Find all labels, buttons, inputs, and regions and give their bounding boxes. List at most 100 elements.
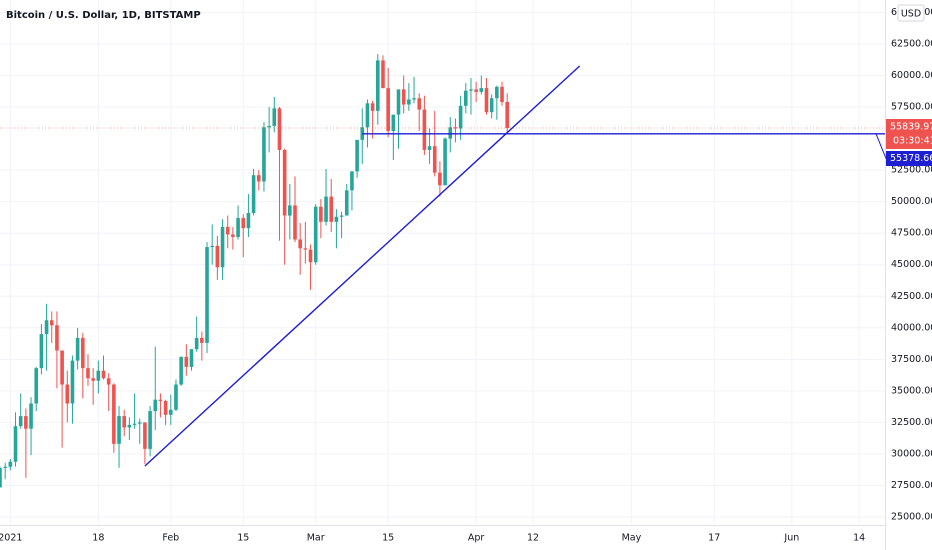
candle-body: [272, 108, 277, 126]
candle-body: [484, 88, 489, 113]
hline-price-box: [886, 150, 932, 166]
candle-body: [137, 422, 142, 424]
candle-body: [0, 467, 2, 488]
candle-body: [417, 98, 422, 110]
x-tick-label: 2021: [0, 533, 22, 544]
x-tick-label: May: [622, 533, 642, 544]
candle-body: [241, 218, 246, 229]
x-tick-label: 15: [237, 533, 249, 544]
candle-body: [117, 416, 121, 444]
y-tick-label: 47500.00: [891, 228, 932, 239]
candle-body: [448, 127, 453, 139]
y-tick-label: 50000.00: [891, 196, 932, 207]
candle-body: [205, 247, 209, 343]
y-tick-label: 40000.00: [891, 322, 932, 333]
candle-body: [101, 370, 106, 379]
candle-body: [288, 205, 292, 216]
candle-body: [391, 114, 396, 132]
candle-body: [412, 98, 416, 100]
candle-body: [407, 99, 411, 105]
plot: [0, 54, 885, 488]
candle-body: [231, 234, 235, 237]
currency-label[interactable]: USD: [901, 9, 921, 20]
candle-body: [13, 426, 18, 462]
candle-body: [350, 171, 354, 191]
candle-body: [122, 416, 127, 428]
candle-body: [96, 370, 101, 381]
candle-body: [479, 88, 484, 92]
y-tick-label: 57500.00: [891, 102, 932, 113]
x-tick-label: Feb: [162, 533, 179, 544]
x-tick-label: 17: [708, 533, 720, 544]
candle-body: [210, 245, 214, 248]
candle-body: [396, 89, 401, 115]
x-tick-label: 14: [853, 533, 865, 544]
candle-body: [386, 88, 390, 132]
x-tick-label: 18: [92, 533, 104, 544]
candle-body: [18, 416, 23, 427]
candle-body: [438, 172, 442, 186]
candle-body: [267, 125, 271, 128]
y-tick-label: 62500.00: [891, 38, 932, 49]
currency-box[interactable]: [897, 4, 925, 22]
candle-body: [3, 466, 7, 468]
x-tick-label: Mar: [307, 533, 325, 544]
candle-body: [500, 86, 504, 103]
grid: [0, 0, 885, 525]
candle-body: [70, 360, 75, 404]
candle-body: [86, 368, 90, 379]
last-price-label: 55839.97: [890, 121, 932, 132]
candle-body: [422, 109, 427, 150]
candle-body: [246, 213, 251, 229]
x-tick-label: 12: [527, 533, 539, 544]
candle-body: [298, 239, 302, 249]
candle-body: [34, 368, 39, 404]
candle-body: [65, 384, 70, 404]
candle-body: [194, 337, 199, 350]
y-tick-label: 25000.00: [891, 511, 932, 522]
x-tick-label: Jun: [783, 533, 799, 544]
y-tick-label: 35000.00: [891, 385, 932, 396]
candle-body: [344, 190, 349, 216]
candle-body: [81, 337, 85, 369]
candle-body: [401, 89, 406, 105]
candle-body: [39, 334, 44, 369]
y-tick-label: 60000.00: [891, 70, 932, 81]
candle-body: [303, 248, 308, 250]
candle-body: [158, 399, 163, 401]
candle-body: [334, 216, 339, 222]
candle-body: [168, 409, 173, 415]
candle-body: [293, 205, 297, 240]
x-tick-label: 15: [382, 533, 394, 544]
candle-body: [458, 105, 463, 129]
countdown-label: 03:30:41: [893, 135, 932, 146]
candle-body: [355, 139, 359, 172]
y-tick-label: 27500.00: [891, 480, 932, 491]
candle-body: [179, 356, 183, 385]
candle-body: [313, 206, 318, 263]
axes: 25000.00 27500.00 30000.00 32500.00 35000.00…: [0, 7, 932, 544]
candle-body: [463, 90, 468, 106]
last-price-box: [886, 118, 932, 149]
candle-body: [220, 226, 225, 268]
trendline: [144, 65, 581, 467]
candle-body: [8, 461, 13, 467]
candle-body: [256, 175, 261, 182]
candle-body: [44, 320, 49, 335]
candle-body: [427, 146, 432, 150]
y-tick-label: 37500.00: [891, 354, 932, 365]
candle-body: [106, 378, 111, 385]
candle-body: [474, 89, 478, 92]
y-tick-label: 45000.00: [891, 259, 932, 270]
candle-body: [365, 103, 370, 128]
candle-body: [376, 60, 380, 111]
candle-body: [505, 102, 509, 128]
candle-body: [60, 350, 64, 385]
candle-body: [443, 138, 447, 186]
candle-body: [329, 196, 334, 222]
hline-axis-connector: [875, 133, 887, 159]
candle-body: [339, 215, 344, 217]
candle-body: [132, 423, 137, 425]
